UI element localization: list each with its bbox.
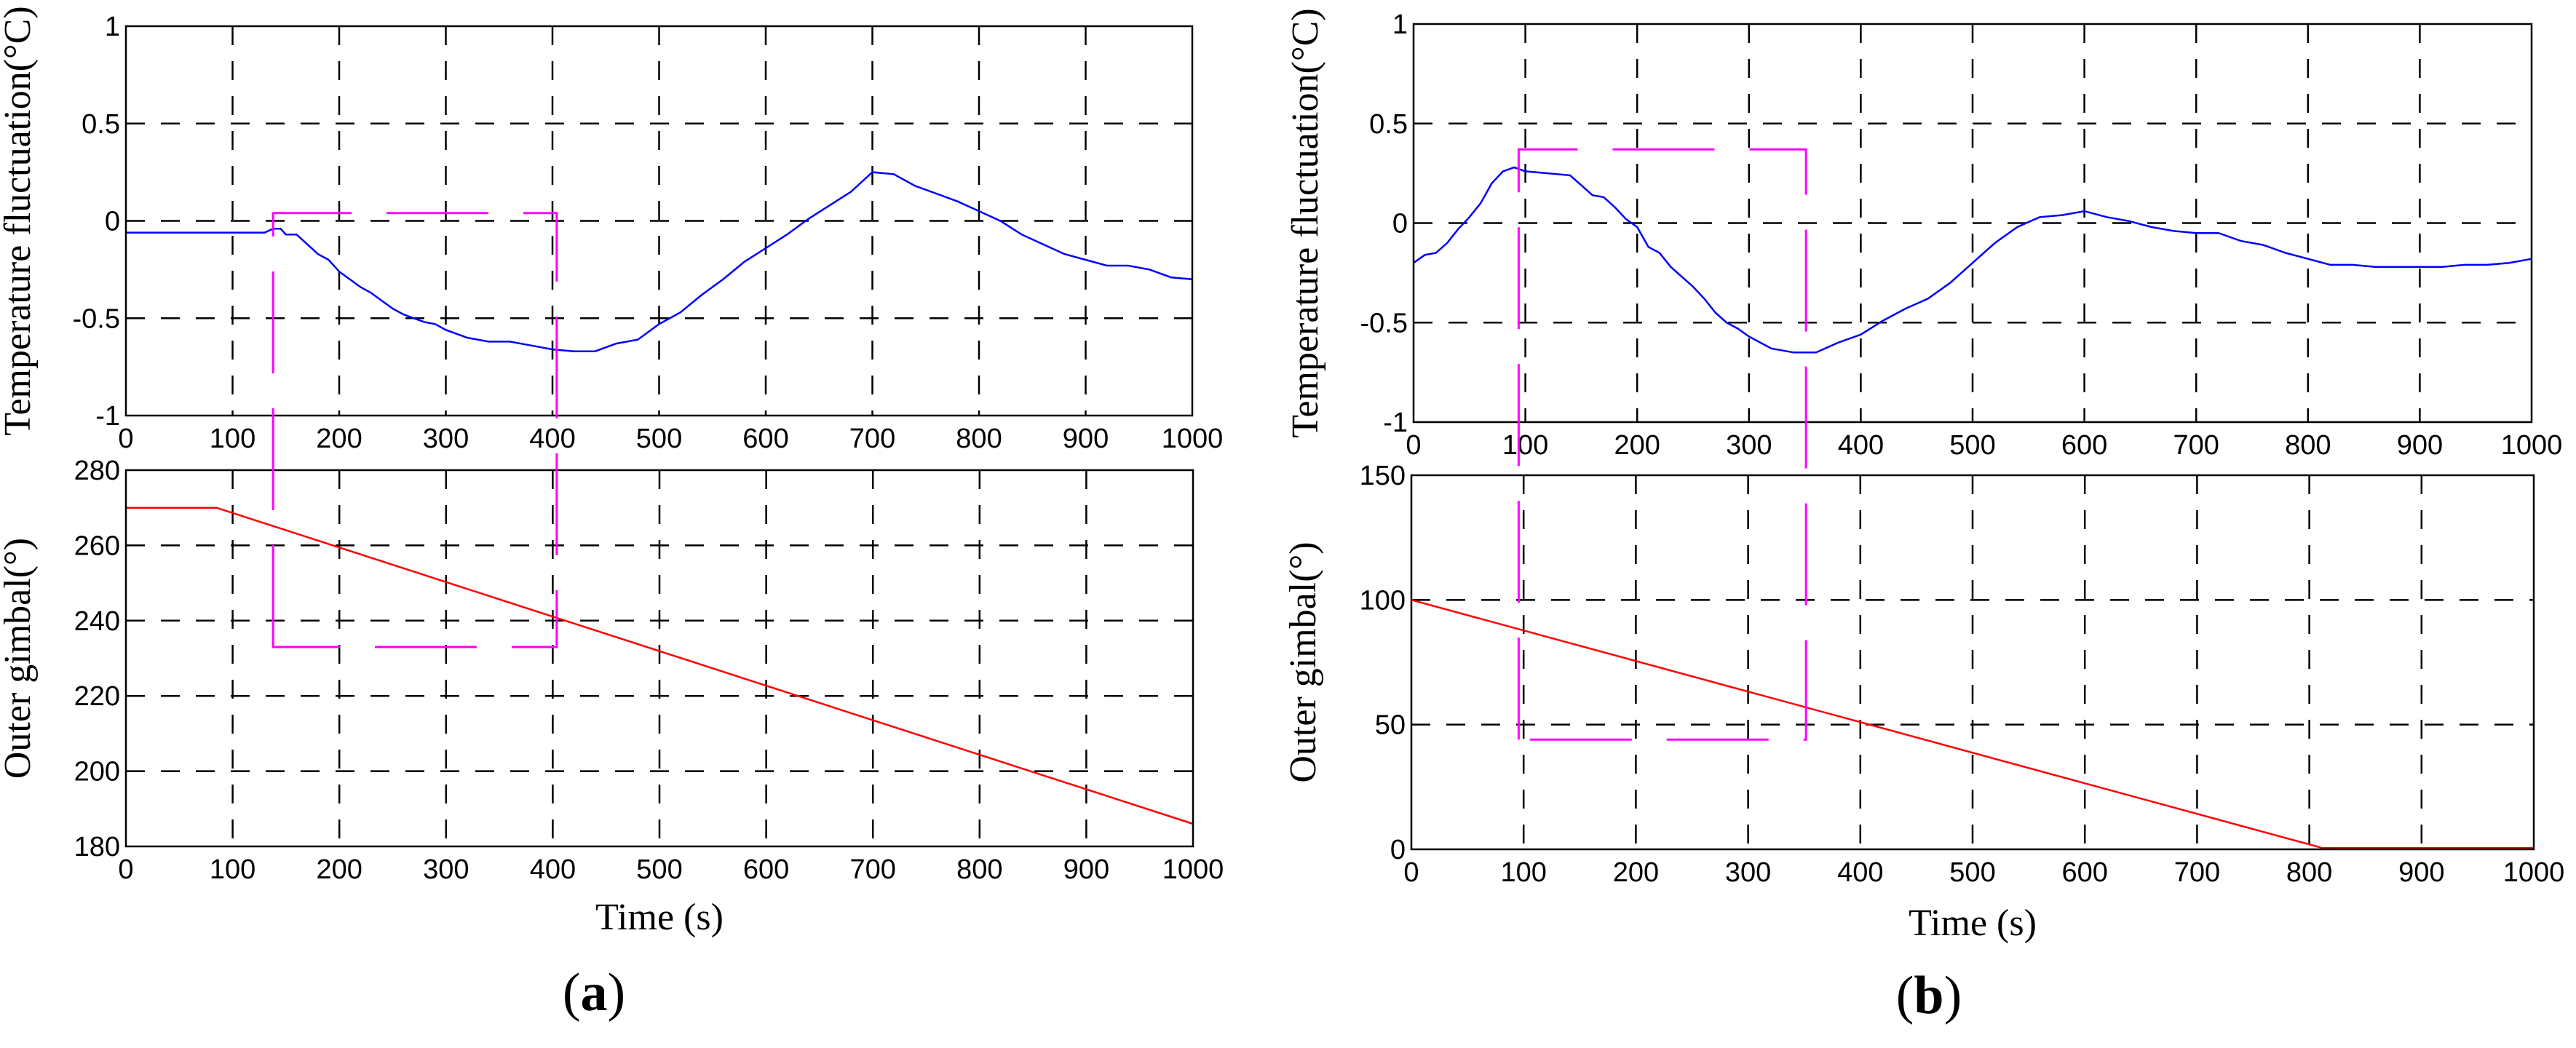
panel-a: 0 100 200 300 400 500 600 700 800 900 1000-1-0.500… [0,6,1224,1023]
grid-lines [126,26,1192,416]
grid-lines [126,470,1193,846]
highlight-dashed-rectangle [1517,148,1807,741]
tick-labels: 0 100 200 300 400 500 600 700 800 900 1000 180 200 22… [74,456,1224,885]
x-tick-label: 1000 [1162,424,1224,454]
x-tick-label: 400 [529,424,575,454]
panel-a-label: (a) [563,963,625,1023]
x-tick-label: 1000 [2503,857,2565,888]
panel-b: 0 100 200 300 400 500 600 700 800 900 1000-1-0.500… [1283,8,2564,1025]
x-tick-label: 600 [2061,857,2107,888]
x-tick-label: 500 [636,854,682,885]
y-tick-label: -1 [1383,408,1408,438]
x-tick-label: 900 [2397,430,2443,461]
y-tick-label: 0 [105,207,120,237]
x-tick-label: 0 [1403,857,1419,888]
data-series-line [126,507,1194,825]
y-tick-label: 180 [74,832,120,862]
x-tick-label: 400 [1838,430,1884,461]
y-tick-label: 150 [1360,461,1406,491]
panel-b-gimbal-plot: 0 100 200 300 400 500 600 700 800 900 1000 0 50 100 15… [1283,461,2564,888]
y-tick-label: 0.5 [82,109,120,140]
x-tick-label: 900 [1063,424,1109,454]
tick-labels: 0 100 200 300 400 500 600 700 800 900 1000 -1 -0.5 0 0… [73,12,1224,454]
data-series-line [126,171,1193,352]
panel-b-temperature-plot: 0 100 200 300 400 500 600 700 800 900 1000 -1 -0.5 0 0… [1285,8,2562,461]
x-tick-label: 800 [2286,857,2332,888]
panel-a-temperature-plot: 0 100 200 300 400 500 600 700 800 900 1000 -1 -0.5 0 0… [0,6,1223,454]
y-tick-label: 220 [74,681,120,712]
y-tick-label: 100 [1360,585,1406,616]
x-tick-label: 100 [210,424,255,454]
x-tick-label: 200 [1613,857,1659,888]
y-tick-label: 280 [74,456,120,486]
y-tick-label: 50 [1375,710,1406,741]
x-tick-label: 1000 [1162,854,1224,885]
y-axis-title: Outer gimbal(°) [1283,541,1324,782]
highlight-dashed-rectangle [272,212,558,648]
y-tick-label: 0.5 [1369,109,1408,140]
x-tick-label: 600 [742,424,788,454]
y-tick-label: 240 [74,606,120,637]
y-tick-label: 260 [74,531,120,561]
panel-b-label: (b) [1896,966,1962,1025]
x-tick-label: 300 [1726,430,1772,461]
x-tick-label: 400 [1837,857,1883,888]
x-tick-label: 100 [1502,430,1548,461]
x-tick-label: 0 [118,424,133,454]
y-tick-label: 1 [105,12,120,42]
x-tick-label: 700 [849,854,895,885]
panel-a-gimbal-plot: 0 100 200 300 400 500 600 700 800 900 1000 180 200 22… [0,456,1224,885]
x-tick-label: 400 [530,854,576,885]
tick-labels: 0 100 200 300 400 500 600 700 800 900 1000 0 50 100 15… [1360,461,2565,888]
y-tick-label: 1 [1392,9,1408,40]
x-tick-label: 700 [2174,857,2220,888]
axes-frame [124,469,1194,848]
axes-frame [1412,23,2533,424]
x-tick-label: 0 [118,854,133,885]
panel-a-highlight-box [272,212,558,648]
data-series-line [1413,166,2532,354]
x-tick-label: 800 [2285,430,2331,461]
y-axis-title: Temperature fluctuation(°C) [1285,8,1326,437]
x-tick-label: 300 [423,424,469,454]
x-tick-label: 500 [1949,430,1995,461]
x-tick-label: 600 [2061,430,2107,461]
x-tick-label: 200 [316,854,362,885]
x-tick-label: 700 [849,424,895,454]
y-tick-label: 0 [1392,209,1408,239]
axes-frame [124,25,1194,417]
y-tick-label: 0 [1390,835,1406,865]
x-tick-label: 800 [956,424,1002,454]
x-tick-label: 100 [210,854,255,885]
y-tick-label: 200 [74,757,120,787]
x-tick-label: 800 [956,854,1002,885]
tick-labels: 0 100 200 300 400 500 600 700 800 900 1000 -1 -0.5 0 0… [1360,9,2563,461]
grid-lines [1411,475,2534,849]
x-tick-label: 500 [636,424,682,454]
y-tick-label: -0.5 [1360,308,1408,338]
x-tick-label: 200 [1614,430,1660,461]
x-tick-label: 500 [1949,857,1995,888]
y-tick-label: -1 [95,401,120,432]
x-tick-label: 300 [423,854,469,885]
y-tick-label: -0.5 [73,303,120,334]
y-axis-title: Temperature fluctuation(°C) [0,6,39,435]
x-tick-label: 0 [1406,430,1421,461]
data-series-line [1411,599,2534,849]
axes-frame [1410,474,2535,851]
y-axis-title: Outer gimbal(°) [0,538,39,779]
x-tick-label: 100 [1500,857,1546,888]
panel-b-highlight-box [1517,148,1807,741]
panel-a-xlabel: Time (s) [595,897,724,938]
x-tick-label: 1000 [2501,430,2563,461]
panel-b-xlabel: Time (s) [1909,902,2037,944]
x-tick-label: 900 [2398,857,2444,888]
x-tick-label: 700 [2173,430,2219,461]
x-tick-label: 600 [743,854,789,885]
x-tick-label: 300 [1725,857,1771,888]
x-tick-label: 900 [1063,854,1109,885]
grid-lines [1414,24,2532,422]
x-tick-label: 200 [316,424,362,454]
